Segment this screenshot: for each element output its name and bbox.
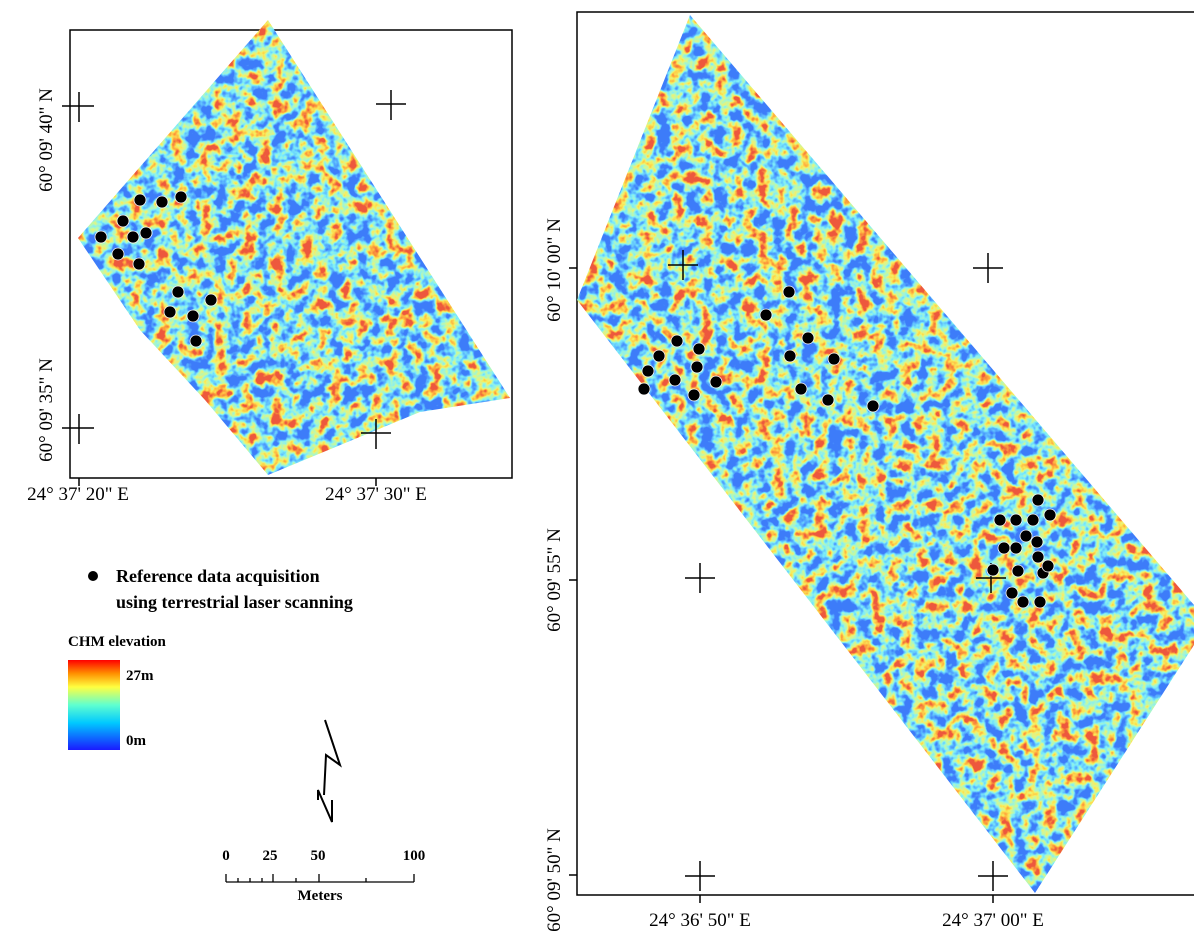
scale-unit: Meters (298, 888, 343, 904)
reference-point (1031, 493, 1045, 507)
lon-label: 24° 37' 20" E (27, 484, 129, 505)
lat-label: 60° 10' 00" N (544, 218, 565, 322)
lon-label: 24° 36' 50" E (649, 910, 751, 931)
reference-point (641, 364, 655, 378)
legend-text: Reference data acquisition (116, 566, 320, 586)
reference-point (687, 388, 701, 402)
reference-point (1043, 508, 1057, 522)
scale-label: 50 (311, 848, 326, 864)
left-map: 60° 09' 40" N 60° 09' 35" N 24° 37' 20" … (27, 20, 513, 505)
lat-label: 60° 09' 35" N (36, 358, 57, 462)
scale-line (225, 874, 415, 883)
scale-label: 25 (263, 848, 278, 864)
reference-point (993, 513, 1007, 527)
reference-point (1026, 513, 1040, 527)
reference-point (1033, 595, 1047, 609)
scale-label: 0 (222, 848, 230, 864)
reference-point (670, 334, 684, 348)
reference-point (1019, 529, 1033, 543)
reference-points (637, 285, 1057, 609)
reference-point (133, 193, 147, 207)
reference-point (801, 331, 815, 345)
reference-point (163, 305, 177, 319)
map-frame (576, 11, 1194, 896)
reference-point (783, 349, 797, 363)
reference-point (668, 373, 682, 387)
reference-point (1009, 513, 1023, 527)
reference-point (139, 226, 153, 240)
lat-label: 60° 09' 40" N (36, 88, 57, 192)
reference-point (637, 382, 651, 396)
reference-point (1009, 541, 1023, 555)
legend-dot (88, 571, 98, 581)
reference-point (204, 293, 218, 307)
reference-point (132, 257, 146, 271)
reference-point (1030, 535, 1044, 549)
legend: Reference data acquisition using terrest… (68, 566, 353, 750)
reference-point (1011, 564, 1025, 578)
legend-text: using terrestrial laser scanning (116, 592, 353, 612)
reference-points (94, 190, 218, 348)
reference-point (155, 195, 169, 209)
reference-point (126, 230, 140, 244)
map-frame (69, 29, 513, 479)
reference-point (94, 230, 108, 244)
chm-raster (577, 15, 1194, 893)
lon-label: 24° 37' 30" E (325, 484, 427, 505)
reference-point (782, 285, 796, 299)
reference-point (174, 190, 188, 204)
ramp-label: 27m (126, 668, 154, 684)
reference-point (1005, 586, 1019, 600)
reference-point (866, 399, 880, 413)
reference-point (1016, 595, 1030, 609)
reference-point (997, 541, 1011, 555)
scale-bar: 0 25 50 100 Meters (222, 848, 425, 904)
reference-point (1041, 559, 1055, 573)
color-ramp (68, 660, 120, 750)
reference-point (827, 352, 841, 366)
north-arrow (317, 719, 342, 823)
reference-point (986, 563, 1000, 577)
reference-point (709, 375, 723, 389)
graticule (62, 90, 406, 486)
reference-point (116, 214, 130, 228)
right-map: 60° 10' 00" N 60° 09' 55" N 60° 09' 50" … (544, 11, 1194, 932)
reference-point (652, 349, 666, 363)
reference-point (111, 247, 125, 261)
reference-point (1031, 550, 1045, 564)
reference-point (189, 334, 203, 348)
graticule (569, 250, 1008, 903)
scale-label: 100 (403, 848, 426, 864)
reference-point (186, 309, 200, 323)
reference-point (690, 360, 704, 374)
reference-point (759, 308, 773, 322)
lat-label: 60° 09' 55" N (544, 528, 565, 632)
ramp-label: 0m (126, 733, 147, 749)
legend-title: CHM elevation (68, 634, 167, 650)
chm-raster (78, 20, 510, 475)
reference-point (794, 382, 808, 396)
reference-point (171, 285, 185, 299)
lat-label: 60° 09' 50" N (544, 828, 565, 932)
lon-label: 24° 37' 00" E (942, 910, 1044, 931)
reference-point (692, 342, 706, 356)
reference-point (821, 393, 835, 407)
